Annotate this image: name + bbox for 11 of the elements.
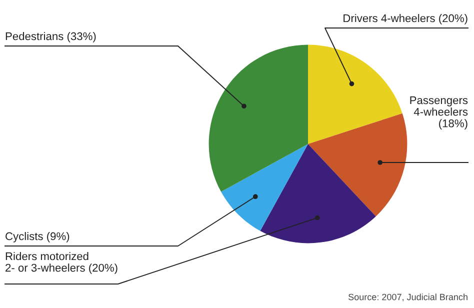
slice-label: Pedestrians (33%): [6, 32, 96, 42]
slice-label: Passengers 4-wheelers (18%): [410, 96, 468, 130]
slice-label: Cyclists (9%): [6, 232, 70, 242]
pie-slice: [221, 144, 308, 231]
pie-slice: [308, 44, 402, 144]
slice-label: Drivers 4-wheelers (20%): [344, 14, 468, 24]
slice-label: Riders motorized 2- or 3-wheelers (20%): [6, 252, 118, 274]
source-note: Source: 2007, Judicial Branch: [348, 294, 468, 302]
pie-slice: [208, 44, 308, 192]
pie-slice: [260, 144, 376, 244]
pie-slice: [308, 113, 408, 216]
